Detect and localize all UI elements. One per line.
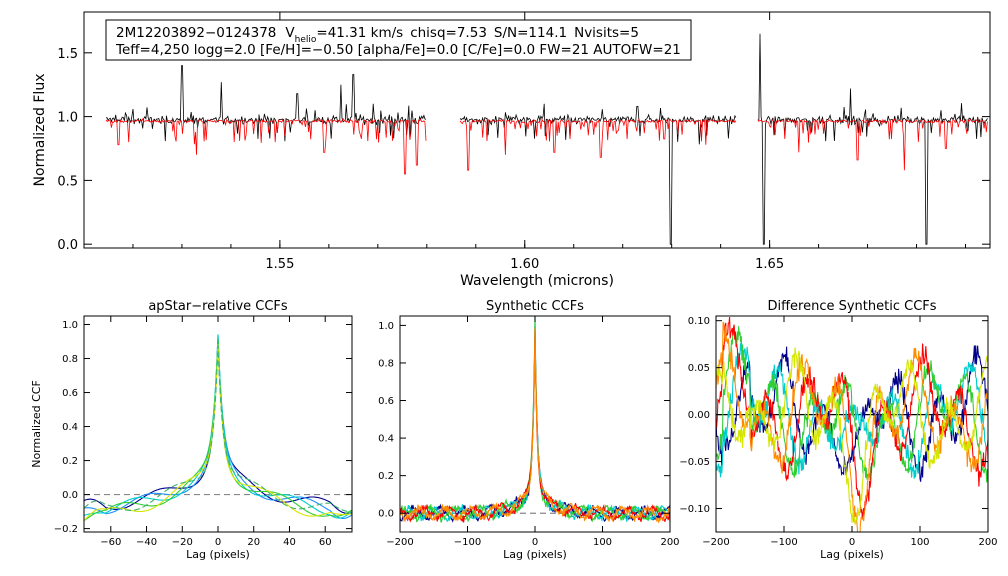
x-tick-label: 100	[910, 537, 929, 548]
x-tick-label: 100	[593, 537, 612, 548]
apstar_ccf-series-visit-2	[84, 334, 352, 519]
x-tick-label: 1.55	[265, 257, 294, 272]
y-tick-label: −0.2	[54, 524, 78, 535]
y-tick-label: 0.8	[62, 354, 78, 365]
y-tick-label: 0.2	[62, 456, 78, 467]
chisq-value: chisq=7.53	[410, 25, 487, 41]
vhelio-symbol: V	[285, 25, 295, 41]
x-tick-label: −60	[100, 537, 121, 548]
x-tick-label: 0	[849, 537, 855, 548]
y-tick-label: 0.6	[378, 396, 394, 407]
apstar-ccf-panel: −60 −40 −20 0 20 40 60 −0.2 0.0 0.2 0.4 0.6 0.8 1.0 ap…	[30, 299, 353, 561]
spectrum-series-observed-chip-1	[106, 65, 427, 142]
vhelio-value: =41.31 km/s	[316, 25, 403, 41]
spectrum-x-axis-label: Wavelength (microns)	[460, 273, 614, 289]
spectrum-series-observed-chip-3	[757, 33, 988, 245]
x-tick-label: −200	[702, 537, 729, 548]
y-tick-label: 0.8	[378, 358, 394, 369]
apstar_ccf-series-visit-1	[84, 339, 352, 514]
x-tick-label: −100	[454, 537, 481, 548]
difference-ccf-panel: −200 −100 0 100 200 −0.10 −0.05 0.00 0.05 0.10 Dif…	[679, 299, 997, 561]
x-tick-label: 40	[283, 537, 296, 548]
difference_ccf-series-visit-1	[716, 345, 988, 482]
info-line-1: 2M12203892−0124378 Vhelio=41.31 km/s chisq…	[116, 25, 639, 45]
synthetic_ccf-series-visit-5	[400, 328, 670, 524]
vhelio-subscript: helio	[295, 35, 317, 45]
synthetic_ccf-x-axis-label: Lag (pixels)	[503, 548, 567, 561]
y-tick-label: 0.05	[688, 363, 710, 374]
y-tick-label: 0.5	[57, 174, 78, 189]
y-tick-label: 0.0	[62, 490, 78, 501]
y-tick-label: 0.0	[378, 509, 394, 520]
x-tick-label: −100	[770, 537, 797, 548]
x-tick-label: 1.65	[755, 257, 784, 272]
y-tick-label: 0.4	[62, 422, 78, 433]
x-tick-label: 0	[215, 537, 221, 548]
x-tick-label: −20	[172, 537, 193, 548]
x-tick-label: 1.60	[510, 257, 539, 272]
apstar_ccf-series-visit-4	[84, 338, 352, 522]
difference_ccf-x-axis-label: Lag (pixels)	[820, 548, 884, 561]
spectrum-series-synthetic-chip-1	[105, 117, 427, 175]
y-tick-label: 0.0	[57, 238, 78, 253]
x-tick-label: 20	[247, 537, 260, 548]
y-tick-label: 0.6	[62, 388, 78, 399]
y-tick-label: 1.0	[62, 320, 78, 331]
spectrum-panel: 1.55 1.60 1.65 0.0 0.5 1.0 1.5 Wavelength (micr…	[32, 11, 991, 289]
spectrum-y-axis-label: Normalized Flux	[32, 74, 48, 187]
apstar_ccf-x-axis-label: Lag (pixels)	[186, 548, 250, 561]
x-tick-label: −40	[136, 537, 157, 548]
object-id: 2M12203892−0124378	[116, 25, 276, 41]
spectrum-series-synthetic-chip-2	[459, 118, 737, 171]
spectrum-series-observed-chip-2	[459, 103, 737, 245]
y-tick-label: 0.4	[378, 434, 394, 445]
x-tick-label: 200	[660, 537, 679, 548]
synthetic_ccf-plot-area	[400, 316, 670, 524]
nvisits-value: Nvisits=5	[574, 25, 639, 41]
y-tick-label: 0.2	[378, 471, 394, 482]
snr-value: S/N=114.1	[494, 25, 567, 41]
difference_ccf-plot-area	[716, 317, 988, 532]
difference_ccf-series-visit-6	[716, 347, 988, 525]
info-box-frame	[105, 19, 692, 61]
y-tick-label: 1.5	[57, 47, 78, 62]
x-tick-label: 200	[978, 537, 997, 548]
y-tick-label: −0.10	[679, 504, 710, 515]
synthetic_ccf-title: Synthetic CCFs	[486, 299, 584, 314]
y-tick-label: 0.00	[688, 410, 710, 421]
synthetic-ccf-panel: −200 −100 0 100 200 0.0 0.2 0.4 0.6 0.8 1.0 Synthet…	[378, 299, 679, 561]
apstar_ccf-title: apStar−relative CCFs	[148, 299, 288, 314]
apstar_ccf-plot-area	[84, 334, 352, 522]
info-box: 2M12203892−0124378 Vhelio=41.31 km/s chisq…	[105, 19, 692, 61]
y-tick-label: 1.0	[57, 111, 78, 126]
apstar_ccf-series-visit-3	[84, 334, 352, 519]
spectrum-series-synthetic-chip-3	[757, 118, 988, 171]
x-tick-label: 60	[319, 537, 332, 548]
y-tick-label: −0.05	[679, 457, 710, 468]
difference_ccf-title: Difference Synthetic CCFs	[767, 299, 936, 314]
spectrum-axes-frame	[83, 11, 991, 249]
x-tick-label: 0	[532, 537, 538, 548]
spectrum-plot-area	[105, 33, 988, 245]
apstar_ccf-y-axis-label: Normalized CCF	[30, 380, 43, 468]
x-tick-label: −200	[386, 537, 413, 548]
info-line-2: Teff=4,250 logg=2.0 [Fe/H]=−0.50 [alpha/…	[115, 42, 681, 58]
apstar_ccf-series-mean	[84, 345, 352, 513]
y-tick-label: 0.10	[688, 316, 710, 327]
y-tick-label: 1.0	[378, 321, 394, 332]
